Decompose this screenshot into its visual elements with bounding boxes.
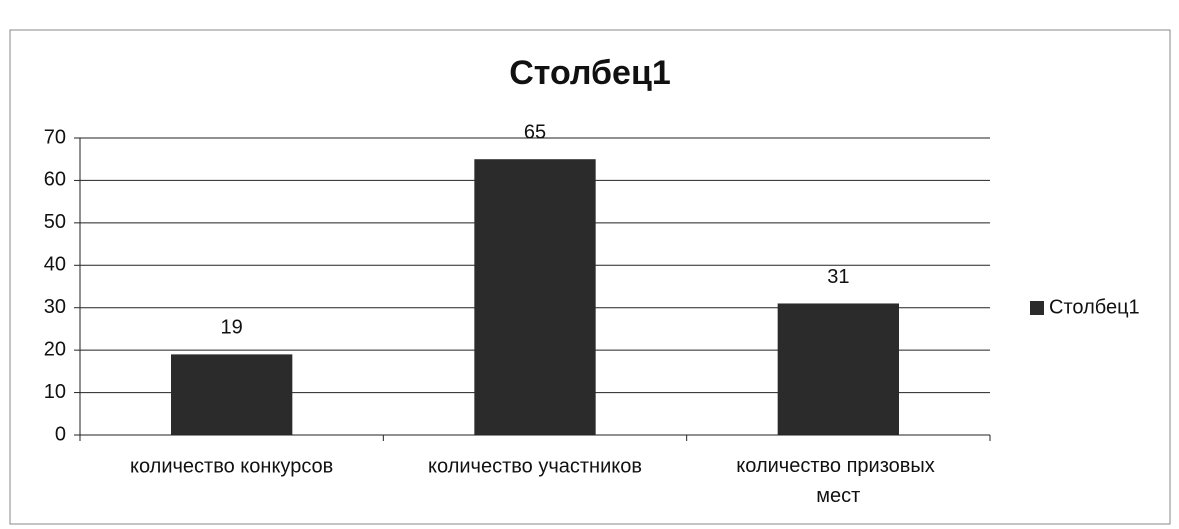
bar [474,159,596,435]
y-tick-label: 50 [44,211,66,233]
y-tick-label: 40 [44,254,66,276]
y-tick-label: 60 [44,169,66,191]
legend-swatch [1030,301,1044,315]
data-label: 19 [221,317,243,339]
x-tick-label: количество конкурсов [130,455,333,477]
bar [777,303,899,435]
legend-label: Столбец1 [1049,296,1140,318]
y-tick-label: 20 [44,338,66,360]
x-tick-label: количество призовых мест [736,455,940,507]
data-label: 65 [524,121,546,143]
y-tick-label: 0 [55,423,66,445]
chart-title: Столбец1 [509,54,671,92]
bar [171,354,293,435]
y-tick-label: 30 [44,296,66,318]
y-tick-label: 70 [44,126,66,148]
y-tick-label: 10 [44,381,66,403]
x-tick-label: количество участников [428,455,642,477]
data-label: 31 [827,266,849,288]
